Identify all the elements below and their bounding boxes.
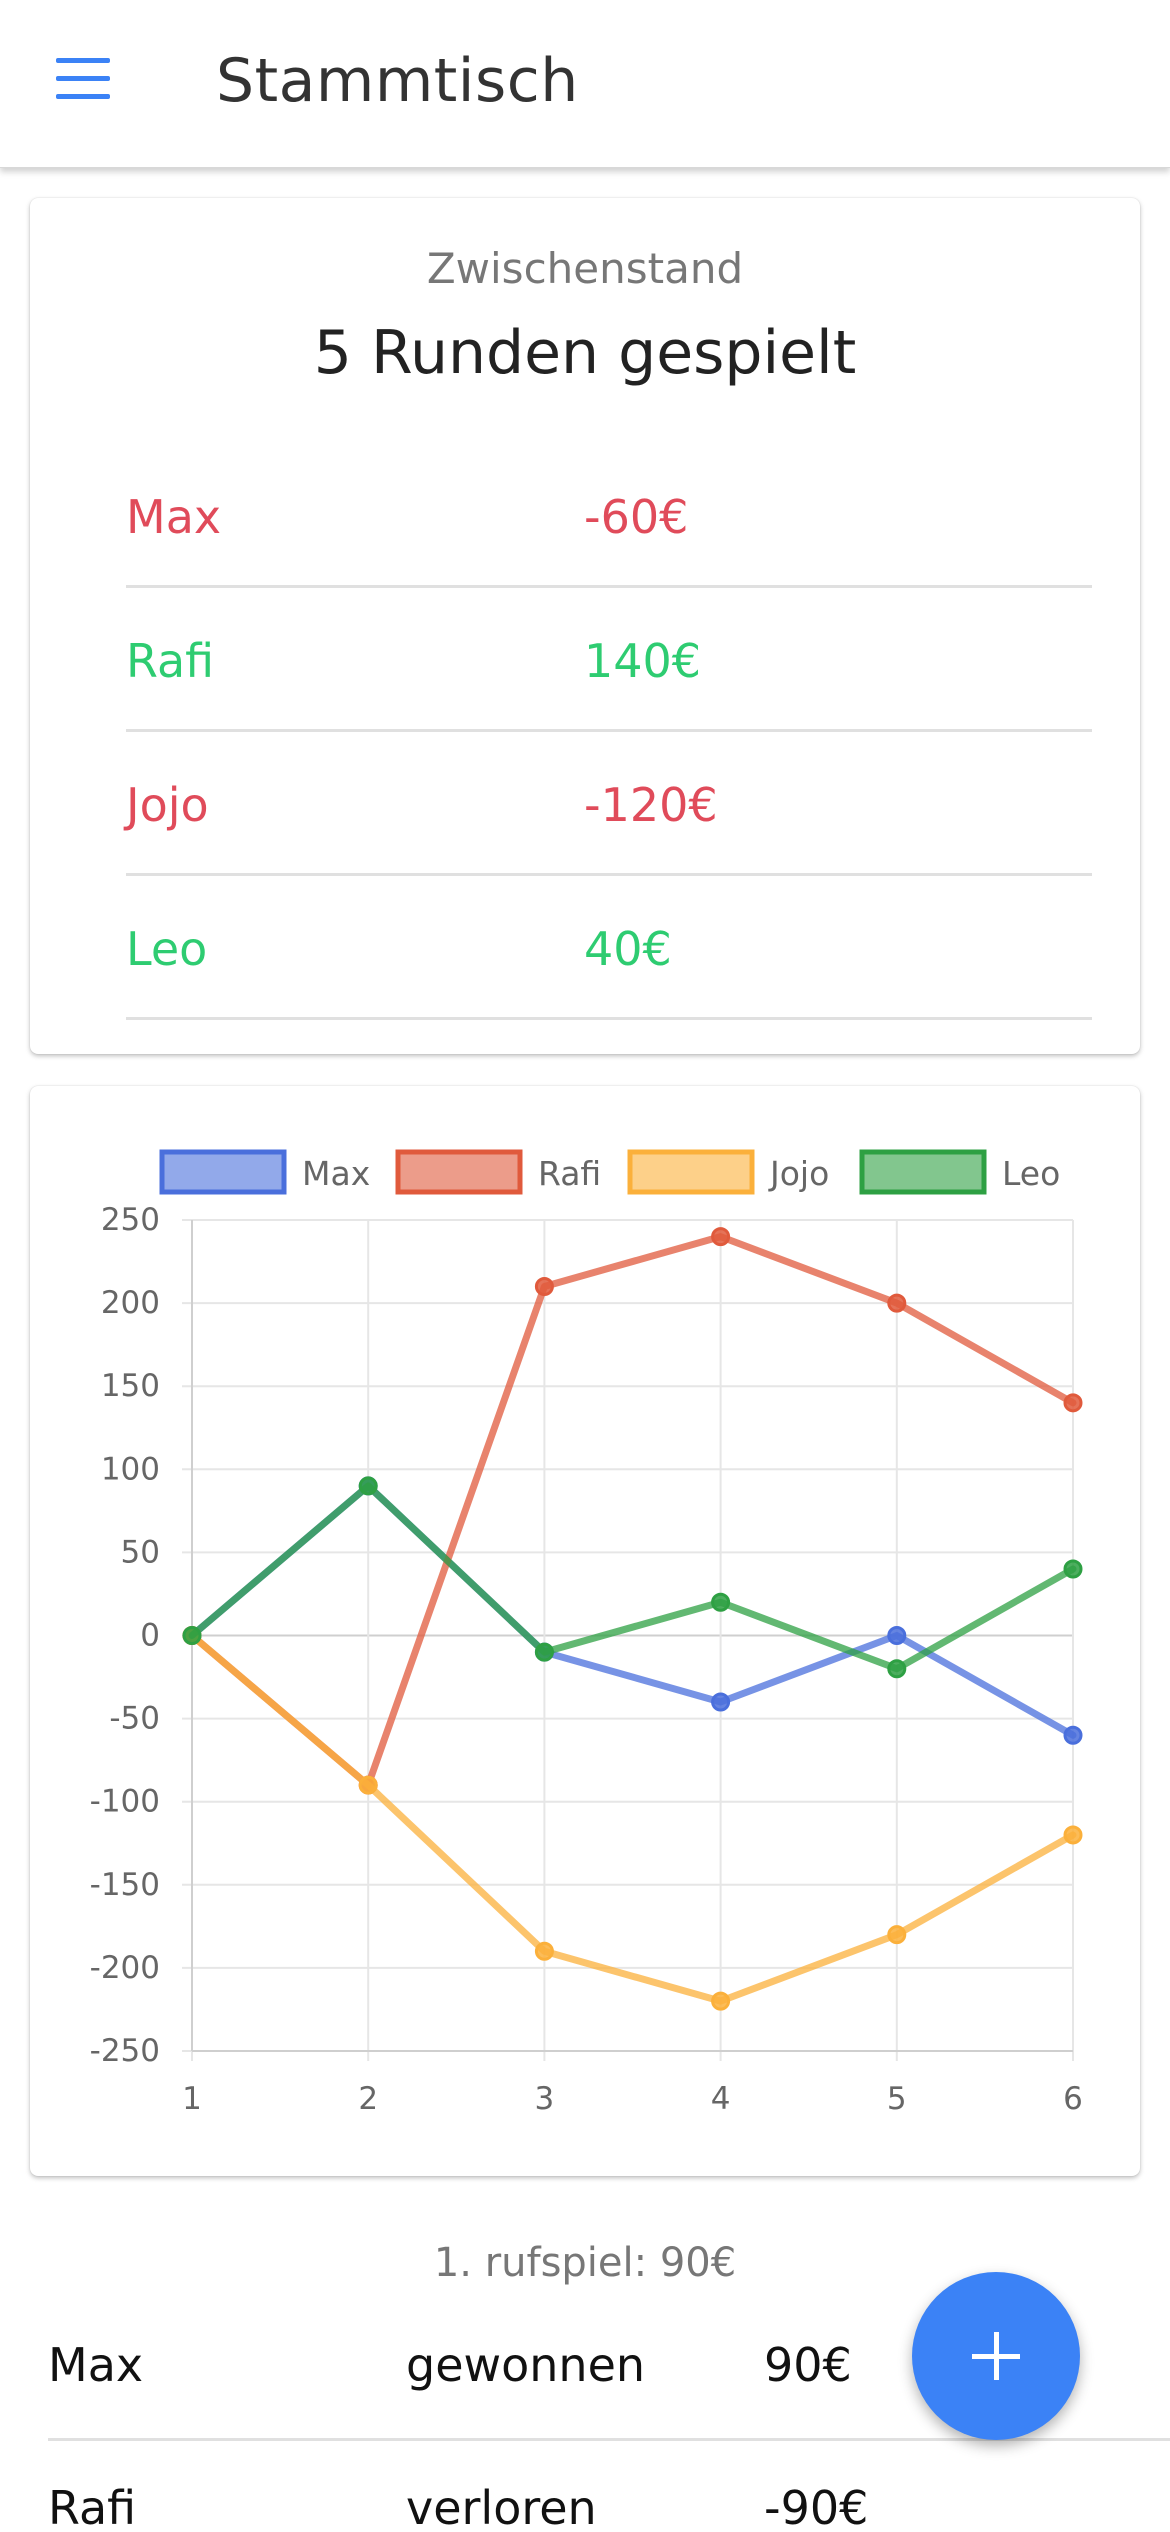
y-tick-label: 0	[140, 1618, 160, 1654]
data-point-leo	[358, 1476, 378, 1496]
legend-swatch-leo	[859, 1149, 987, 1195]
player-amount: 40€	[584, 922, 672, 976]
round-amount: 90€	[764, 2338, 852, 2392]
score-row-rafi: Rafi 140€	[126, 588, 1092, 732]
round-player: Rafi	[48, 2481, 137, 2532]
data-point-rafi	[711, 1227, 731, 1247]
data-point-rafi	[887, 1293, 907, 1313]
y-tick-label: -100	[90, 1784, 160, 1820]
legend-swatch-jojo	[627, 1149, 755, 1195]
round-row: Rafi verloren -90€	[48, 2441, 1170, 2532]
chart-card: 250 200 150 100 50 0 -50 -100 -150 -200 -250 1 2 3 4 5 6…	[30, 1086, 1140, 2176]
round-header: 1. rufspiel: 90€	[433, 2240, 737, 2286]
data-point-max	[711, 1692, 731, 1712]
data-point-max	[887, 1626, 907, 1645]
legend-label-rafi: Rafi	[538, 1154, 601, 1193]
data-point-jojo	[711, 1991, 731, 2011]
round-result: gewonnen	[406, 2338, 646, 2392]
data-point-max	[1063, 1725, 1083, 1745]
player-amount: 140€	[584, 634, 702, 688]
legend-swatch-rafi	[395, 1149, 523, 1195]
y-tick-label: 100	[101, 1451, 160, 1487]
legend-label-jojo: Jojo	[768, 1154, 829, 1193]
player-amount: -60€	[584, 490, 689, 544]
legend-label-max: Max	[302, 1154, 370, 1193]
y-tick-label: -250	[90, 2033, 160, 2069]
data-point-jojo	[534, 1941, 554, 1961]
data-point-leo	[534, 1642, 554, 1662]
menu-icon	[56, 58, 110, 63]
score-row-jojo: Jojo -120€	[126, 732, 1092, 876]
y-tick-label: -150	[90, 1867, 160, 1903]
x-tick-label: 5	[887, 2081, 907, 2117]
player-name: Rafi	[126, 634, 215, 688]
y-tick-label: 50	[121, 1534, 160, 1570]
score-row-leo: Leo 40€	[126, 876, 1092, 1020]
x-tick-label: 2	[358, 2081, 378, 2117]
series-line-rafi	[188, 1233, 1077, 1789]
y-tick-label: -200	[90, 1950, 160, 1986]
data-point-leo	[887, 1659, 907, 1679]
y-tick-label: 150	[101, 1368, 160, 1404]
x-tick-label: 4	[711, 2081, 731, 2117]
x-tick-label: 6	[1063, 2081, 1083, 2117]
data-point-rafi	[534, 1276, 554, 1296]
round-amount: -90€	[764, 2481, 869, 2532]
y-tick-label: 200	[101, 1285, 160, 1321]
round-row: Max gewonnen 90€	[48, 2298, 1170, 2441]
data-point-leo	[1063, 1559, 1083, 1579]
data-point-jojo	[887, 1925, 907, 1945]
app-bar: Stammtisch	[0, 0, 1170, 168]
player-name: Max	[126, 490, 222, 544]
standings-title: 5 Runden gespielt	[313, 318, 857, 388]
y-tick-label: 250	[101, 1202, 160, 1238]
x-tick-label: 1	[182, 2081, 202, 2117]
x-tick-label: 3	[535, 2081, 555, 2117]
data-point-jojo	[1063, 1825, 1083, 1845]
series-line-leo	[188, 1482, 1077, 1673]
series-line-jojo	[188, 1632, 1077, 2005]
add-round-button[interactable]	[912, 2272, 1080, 2440]
round-player: Max	[48, 2338, 144, 2392]
menu-button[interactable]	[48, 58, 120, 110]
data-point-rafi	[1063, 1393, 1083, 1413]
standings-subtitle: Zwischenstand	[426, 244, 744, 293]
player-amount: -120€	[584, 778, 718, 832]
data-point-leo	[711, 1592, 731, 1612]
player-name: Jojo	[126, 778, 209, 832]
round-result: verloren	[406, 2481, 597, 2532]
legend-swatch-max	[159, 1149, 287, 1195]
score-row-max: Max -60€	[126, 444, 1092, 588]
y-tick-label: -50	[109, 1701, 160, 1737]
data-point-jojo	[358, 1775, 378, 1795]
standings-card: Zwischenstand 5 Runden gespielt Max -60€…	[30, 198, 1140, 1054]
app-title: Stammtisch	[216, 46, 579, 116]
player-name: Leo	[126, 922, 208, 976]
data-point-leo	[182, 1626, 202, 1645]
score-line-chart: 250 200 150 100 50 0 -50 -100 -150 -200 -250 1 2 3 4 5 6…	[90, 1149, 1083, 2117]
legend-label-leo: Leo	[1002, 1154, 1060, 1193]
